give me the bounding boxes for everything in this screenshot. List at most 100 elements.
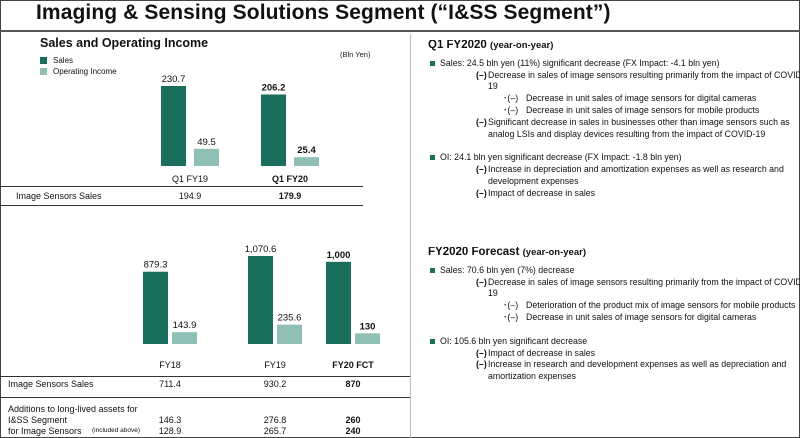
fy-heading-sub: (year-on-year) [522, 247, 586, 258]
commentary-item: (–) Decrease in sales of image sensors re… [428, 277, 800, 301]
item-text: Decrease in unit sales of image sensors … [526, 93, 757, 104]
bar-operating-income-fy19 [277, 324, 302, 344]
bar-sales-fy18 [143, 271, 168, 344]
legend-item-sales: Sales [40, 55, 117, 66]
item-text: Decrease in unit sales of image sensors … [526, 311, 757, 322]
item-marker: (–) [476, 116, 487, 127]
item-text: Decrease in sales of image sensors resul… [488, 276, 800, 299]
commentary-item: ･(–) Deterioration of the product mix of … [428, 300, 800, 312]
bar-sales-q1-fy20 [261, 94, 286, 166]
commentary-item: (–) Impact of decrease in sales [428, 188, 800, 200]
q1-oi-items: (–) Increase in depreciation and amortiza… [428, 164, 800, 199]
panel-divider [410, 34, 411, 438]
q1-oi-bullet: OI: 24.1 bln yen significant decrease (F… [428, 152, 800, 164]
item-text: Decrease in unit sales of image sensors … [526, 104, 760, 115]
data-label-sales: 879.3 [144, 260, 168, 271]
table-rule [0, 205, 363, 206]
fy-heading-text: FY2020 Forecast [428, 247, 520, 258]
item-marker: ･(–) [503, 311, 519, 322]
item-text: Significant decrease in sales in busines… [488, 116, 790, 139]
category-label: FY19 [264, 360, 286, 370]
table-cell: 128.9 [158, 426, 182, 436]
commentary-item: (–) Decrease in sales of image sensors re… [428, 70, 800, 94]
item-marker: ･(–) [503, 300, 519, 311]
commentary-item: ･(–) Decrease in unit sales of image sens… [428, 93, 800, 105]
table-cell: 930.2 [263, 379, 287, 389]
item-text: Impact of decrease in sales [488, 187, 596, 198]
legend-swatch-operating-income [40, 68, 47, 75]
table-cell: 146.3 [158, 415, 182, 425]
commentary-item: ･(–) Decrease in unit sales of image sens… [428, 312, 800, 324]
table-cell: 870 [345, 379, 361, 389]
data-label-sales: 1,070.6 [245, 244, 277, 255]
category-label: Q1 FY20 [272, 174, 308, 184]
data-label-operating-income: 130 [360, 321, 376, 332]
table-rule [0, 376, 410, 377]
slide-title: Imaging & Sensing Solutions Segment (“I&… [36, 1, 611, 24]
data-label-operating-income: 143.9 [173, 320, 197, 331]
category-label: FY18 [159, 360, 181, 370]
bar-sales-q1-fy19 [161, 86, 186, 166]
row-note: (included above) [92, 427, 141, 434]
chart-title: Sales and Operating Income [40, 36, 209, 50]
title-divider [0, 30, 800, 32]
table-cell: 240 [345, 426, 361, 436]
row-label: Image Sensors Sales [8, 379, 94, 389]
item-marker: ･(–) [503, 93, 519, 104]
bar-sales-fy19 [248, 256, 273, 344]
legend-swatch-sales [40, 57, 47, 64]
fy-oi-bullet: OI: 105.6 bln yen significant decrease [428, 336, 800, 348]
bar-operating-income-q1-fy19 [194, 148, 219, 166]
fy-oi-items: (–) Impact of decrease in sales (–) Increas… [428, 348, 800, 383]
chart-fy: 879.3 143.9 FY18 1,070.6 235.6 FY19 1,000 130 FY… [143, 244, 380, 370]
item-text: Decrease in sales of image sensors resul… [488, 69, 800, 92]
fy-sales-items: (–) Decrease in sales of image sensors re… [428, 277, 800, 324]
row-label: Image Sensors Sales [16, 191, 102, 201]
chart-q1: 230.7 49.5 Q1 FY19 206.2 25.4 Q1 FY20 [161, 74, 319, 184]
item-marker: (–) [476, 164, 487, 175]
table-cell: 265.7 [263, 426, 287, 436]
data-label-sales: 206.2 [262, 82, 286, 93]
item-marker: (–) [476, 359, 487, 370]
commentary-item: (–) Increase in research and development … [428, 359, 800, 383]
commentary-item: (–) Impact of decrease in sales [428, 348, 800, 360]
bar-operating-income-fy18 [172, 332, 197, 344]
table-cell: 194.9 [178, 191, 202, 201]
table-cell: 260 [345, 415, 361, 425]
table-rule [0, 397, 410, 398]
table-cell: 276.8 [263, 415, 287, 425]
unit-label: (Bln Yen) [340, 50, 371, 59]
item-text: Deterioration of the product mix of imag… [526, 300, 796, 311]
data-label-operating-income: 49.5 [197, 137, 216, 148]
fy-commentary: FY2020 Forecast (year-on-year) Sales: 70… [428, 247, 800, 383]
legend-label-sales: Sales [53, 56, 74, 65]
table-cell: 711.4 [159, 379, 181, 389]
legend-label-operating-income: Operating Income [53, 67, 117, 76]
q1-heading-text: Q1 FY2020 [428, 40, 487, 51]
row-label: I&SS Segment [8, 415, 68, 425]
legend-item-operating-income: Operating Income [40, 66, 117, 77]
bar-operating-income-fy20-fct [355, 333, 380, 344]
q1-commentary: Q1 FY2020 (year-on-year) Sales: 24.5 bln… [428, 40, 800, 200]
item-text: Increase in depreciation and amortizatio… [488, 164, 784, 186]
item-marker: (–) [476, 69, 487, 80]
commentary-item: (–) Increase in depreciation and amortiza… [428, 164, 800, 188]
item-marker: (–) [476, 187, 487, 198]
category-label: FY20 FCT [332, 360, 374, 370]
q1-sales-bullet: Sales: 24.5 bln yen (11%) significant de… [428, 58, 800, 70]
fy-sales-bullet: Sales: 70.6 bln yen (7%) decrease [428, 265, 800, 277]
data-label-operating-income: 235.6 [278, 313, 302, 324]
row-label: for Image Sensors [8, 426, 82, 436]
item-marker: ･(–) [503, 104, 519, 115]
data-label-operating-income: 25.4 [297, 145, 316, 156]
bar-operating-income-q1-fy20 [294, 157, 319, 166]
category-label: Q1 FY19 [172, 174, 208, 184]
row-label: Additions to long-lived assets for [8, 404, 138, 414]
item-text: Impact of decrease in sales [488, 347, 596, 358]
data-label-sales: 230.7 [162, 74, 186, 85]
q1-sales-items: (–) Decrease in sales of image sensors re… [428, 70, 800, 141]
bar-sales-fy20-fct [326, 261, 351, 344]
q1-heading-sub: (year-on-year) [490, 40, 554, 51]
q1-heading: Q1 FY2020 (year-on-year) [428, 40, 800, 52]
fy-heading: FY2020 Forecast (year-on-year) [428, 247, 800, 259]
